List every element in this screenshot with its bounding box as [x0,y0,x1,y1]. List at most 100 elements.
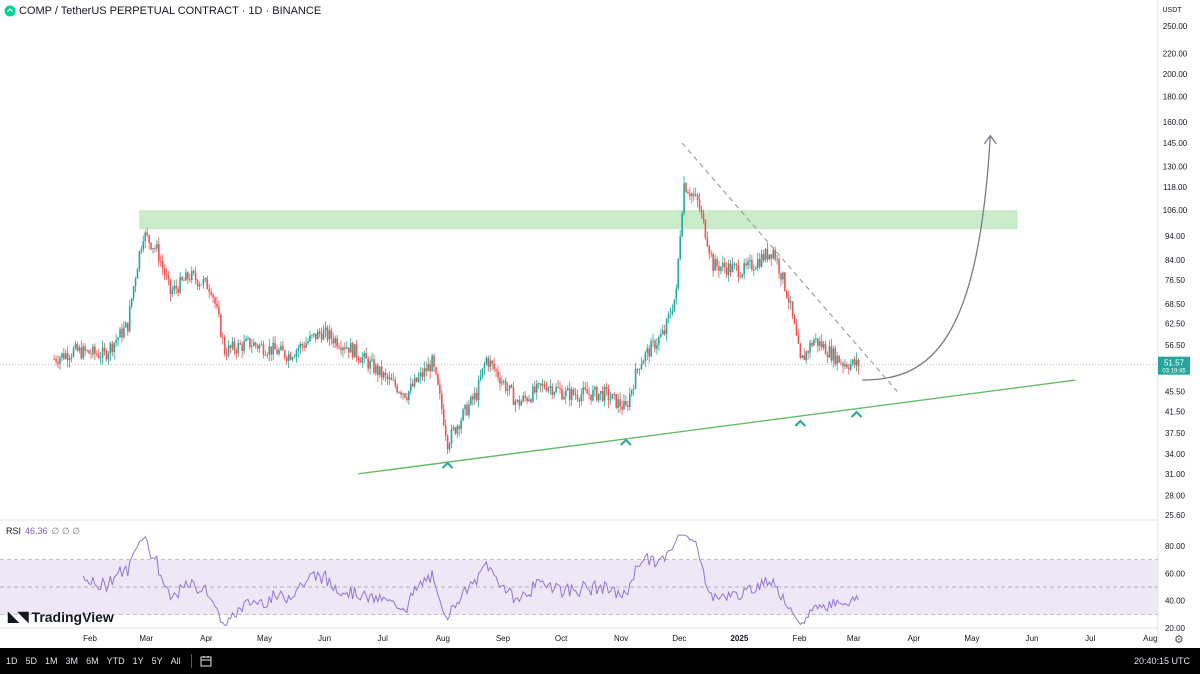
timeframe-1m[interactable]: 1M [45,656,58,666]
candle-body [722,262,724,267]
candle-body [565,390,567,397]
candle-body [555,386,557,393]
candle-body [408,391,410,401]
candle-body [214,297,216,304]
candlestick-series [53,176,860,455]
timeframe-3m[interactable]: 3M [65,656,79,666]
candle-body [751,259,753,270]
candle-body [677,258,680,289]
candle-body [520,401,523,406]
candle-body [251,346,253,348]
candle-body [822,344,825,348]
candle-body [817,338,819,347]
candle-body [782,272,784,280]
timeframe-6m[interactable]: 6M [86,656,99,666]
candle-body [59,357,61,364]
candle-body [239,343,242,345]
candle-body [80,347,83,359]
candle-body [361,357,364,363]
candle-body [115,340,117,343]
time-tick-label: Dec [672,634,686,643]
candle-body [334,338,336,344]
candle-body [477,380,480,401]
candle-body [791,301,794,316]
candle-body [733,264,736,266]
candle-body [55,358,57,362]
timeframe-ytd[interactable]: YTD [106,656,125,666]
candle-body [63,353,65,359]
symbol-title[interactable]: COMP / TetherUS PERPETUAL CONTRACT · 1D … [4,4,321,18]
candle-body [161,261,164,269]
timeframe-all[interactable]: All [170,656,181,666]
timeframe-1y[interactable]: 1Y [132,656,144,666]
time-tick-label: Mar [847,634,861,643]
price-axis[interactable]: USDT 250.00 220.00 200.00 180.00 160.00 145.00… [1157,0,1200,648]
candle-body [287,354,290,361]
candle-body [532,386,534,402]
candle-body [617,399,619,408]
candle-body [809,342,811,353]
time-axis[interactable]: Feb Mar Apr May Jun Jul Aug Sep Oct Nov Dec 2025 Feb… [0,627,1158,643]
candle-body [218,306,220,315]
candle-body [694,194,697,196]
candle-body [260,344,263,346]
candle-body [696,194,699,200]
timeframe-5d[interactable]: 5D [25,656,38,666]
candle-body [429,364,431,372]
candle-body [268,346,271,355]
candle-body [446,435,449,450]
candle-body [640,364,643,369]
candle-body [324,327,327,331]
candle-body [557,386,559,388]
candle-body [365,352,367,359]
candle-body [344,347,346,349]
candle-body [285,357,288,361]
candle-body [501,381,503,384]
candle-body [826,354,829,358]
candle-body [741,274,744,277]
candle-body [475,392,478,401]
candle-body [615,394,618,408]
candle-body [526,397,528,402]
settings-gear-icon[interactable]: ⚙ [1174,634,1184,646]
calendar-range-icon[interactable] [200,655,212,667]
candle-body [665,319,668,334]
toolbar-divider [190,654,192,668]
candle-body [623,401,625,410]
candle-body [156,244,158,249]
candle-body [522,395,524,402]
candle-body [125,322,127,328]
candle-body [588,393,590,395]
tradingview-logo[interactable]: ◣◥ TradingView [8,608,114,625]
candle-body [776,259,778,261]
candle-body [731,264,734,273]
timeframe-1d[interactable]: 1D [6,656,18,666]
candle-body [398,392,400,393]
candle-body [136,269,139,279]
candle-body [113,342,116,352]
candle-body [512,387,515,405]
candle-body [518,399,521,406]
candle-body [667,314,670,320]
candle-body [413,377,416,387]
price-tick-label: 130.00 [1163,162,1188,171]
candle-body [805,351,807,361]
candle-body [270,346,273,355]
time-tick-label: 2025 [730,634,748,643]
candle-body [563,396,565,400]
candle-body [293,356,296,358]
candle-body [318,331,321,334]
candle-body [101,347,104,358]
candle-body [307,341,309,344]
timeframe-5y[interactable]: 5Y [151,656,163,666]
bottom-toolbar: 1D 5D 1M 3M 6M YTD 1Y 5Y All 20:40:15 UT… [0,648,1200,674]
utc-clock[interactable]: 20:40:15 UTC [1133,656,1190,666]
price-tick-label: 31.00 [1165,470,1186,479]
rsi-legend[interactable]: RSI 46.36 ∅ ∅ ∅ [6,526,80,537]
candle-body [177,288,179,293]
candle-body [301,343,304,346]
candle-body [545,388,548,391]
rsi-extra: ∅ ∅ ∅ [51,526,81,536]
candle-body [458,426,461,429]
